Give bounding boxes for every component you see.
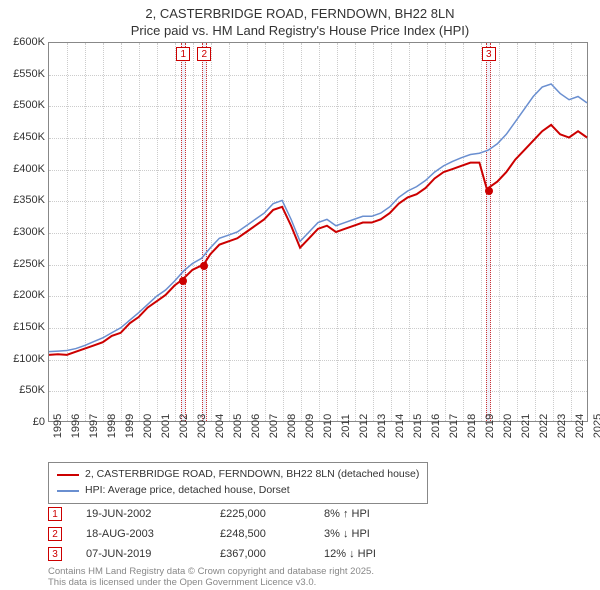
xtick-label: 2003 <box>196 414 208 438</box>
plot-area: 12 3 <box>48 42 588 422</box>
transaction-diff: 8% ↑ HPI <box>324 508 424 520</box>
xtick-label: 1997 <box>88 414 100 438</box>
sale-dot <box>200 262 208 270</box>
ytick-label: £600K <box>0 36 45 48</box>
ytick-label: £200K <box>0 289 45 301</box>
transaction-price: £225,000 <box>220 508 300 520</box>
title-line-2: Price paid vs. HM Land Registry's House … <box>0 23 600 40</box>
legend-row: HPI: Average price, detached house, Dors… <box>57 483 419 499</box>
ytick-label: £250K <box>0 258 45 270</box>
transaction-diff: 3% ↓ HPI <box>324 528 424 540</box>
sale-dot <box>485 187 493 195</box>
ytick-label: £500K <box>0 99 45 111</box>
xtick-label: 2025 <box>592 414 600 438</box>
xtick-label: 2002 <box>178 414 190 438</box>
title-line-1: 2, CASTERBRIDGE ROAD, FERNDOWN, BH22 8LN <box>0 6 600 23</box>
footer-line-1: Contains HM Land Registry data © Crown c… <box>48 566 374 577</box>
xtick-label: 2005 <box>232 414 244 438</box>
title-block: 2, CASTERBRIDGE ROAD, FERNDOWN, BH22 8LN… <box>0 0 600 40</box>
ytick-label: £100K <box>0 353 45 365</box>
xtick-label: 2016 <box>430 414 442 438</box>
xtick-label: 1996 <box>70 414 82 438</box>
ytick-label: £400K <box>0 163 45 175</box>
transaction-price: £367,000 <box>220 548 300 560</box>
transaction-marker: 2 <box>48 527 62 541</box>
transaction-marker: 3 <box>48 547 62 561</box>
sale-dot <box>179 277 187 285</box>
ytick-label: £350K <box>0 194 45 206</box>
transaction-diff: 12% ↓ HPI <box>324 548 424 560</box>
sale-marker-label: 2 <box>197 47 211 61</box>
xtick-label: 2011 <box>340 414 352 438</box>
xtick-label: 2024 <box>574 414 586 438</box>
footer-line-2: This data is licensed under the Open Gov… <box>48 577 374 588</box>
transaction-date: 18-AUG-2003 <box>86 528 196 540</box>
xtick-label: 2012 <box>358 414 370 438</box>
transaction-marker: 1 <box>48 507 62 521</box>
transaction-date: 07-JUN-2019 <box>86 548 196 560</box>
xtick-label: 2017 <box>448 414 460 438</box>
xtick-label: 1995 <box>52 414 64 438</box>
transaction-price: £248,500 <box>220 528 300 540</box>
xtick-label: 2021 <box>520 414 532 438</box>
xtick-label: 2009 <box>304 414 316 438</box>
transaction-row: 1 19-JUN-2002 £225,000 8% ↑ HPI <box>48 504 424 524</box>
series-svg <box>49 43 587 421</box>
xtick-label: 2008 <box>286 414 298 438</box>
legend-label: HPI: Average price, detached house, Dors… <box>85 483 290 499</box>
xtick-label: 1998 <box>106 414 118 438</box>
transaction-date: 19-JUN-2002 <box>86 508 196 520</box>
xtick-label: 2022 <box>538 414 550 438</box>
ytick-label: £0 <box>0 416 45 428</box>
ytick-label: £150K <box>0 321 45 333</box>
transaction-row: 3 07-JUN-2019 £367,000 12% ↓ HPI <box>48 544 424 564</box>
sale-marker-label: 1 <box>176 47 190 61</box>
xtick-label: 2007 <box>268 414 280 438</box>
xtick-label: 2020 <box>502 414 514 438</box>
legend: 2, CASTERBRIDGE ROAD, FERNDOWN, BH22 8LN… <box>48 462 428 504</box>
ytick-label: £450K <box>0 131 45 143</box>
xtick-label: 2000 <box>142 414 154 438</box>
xtick-label: 2010 <box>322 414 334 438</box>
ytick-label: £300K <box>0 226 45 238</box>
legend-swatch <box>57 490 79 492</box>
xtick-label: 1999 <box>124 414 136 438</box>
sale-marker-label: 3 <box>482 47 496 61</box>
ytick-label: £550K <box>0 68 45 80</box>
xtick-label: 2015 <box>412 414 424 438</box>
xtick-label: 2014 <box>394 414 406 438</box>
series-line-hpi <box>49 84 587 352</box>
legend-label: 2, CASTERBRIDGE ROAD, FERNDOWN, BH22 8LN… <box>85 467 419 483</box>
xtick-label: 2001 <box>160 414 172 438</box>
xtick-label: 2018 <box>466 414 478 438</box>
legend-swatch <box>57 474 79 476</box>
transactions-table: 1 19-JUN-2002 £225,000 8% ↑ HPI 2 18-AUG-2003… <box>48 504 424 564</box>
legend-row: 2, CASTERBRIDGE ROAD, FERNDOWN, BH22 8LN… <box>57 467 419 483</box>
xtick-label: 2006 <box>250 414 262 438</box>
xtick-label: 2004 <box>214 414 226 438</box>
xtick-label: 2019 <box>484 414 496 438</box>
xtick-label: 2023 <box>556 414 568 438</box>
ytick-label: £50K <box>0 384 45 396</box>
chart-container: 2, CASTERBRIDGE ROAD, FERNDOWN, BH22 8LN… <box>0 0 600 590</box>
transaction-row: 2 18-AUG-2003 £248,500 3% ↓ HPI <box>48 524 424 544</box>
footer-attribution: Contains HM Land Registry data © Crown c… <box>48 566 374 589</box>
xtick-label: 2013 <box>376 414 388 438</box>
